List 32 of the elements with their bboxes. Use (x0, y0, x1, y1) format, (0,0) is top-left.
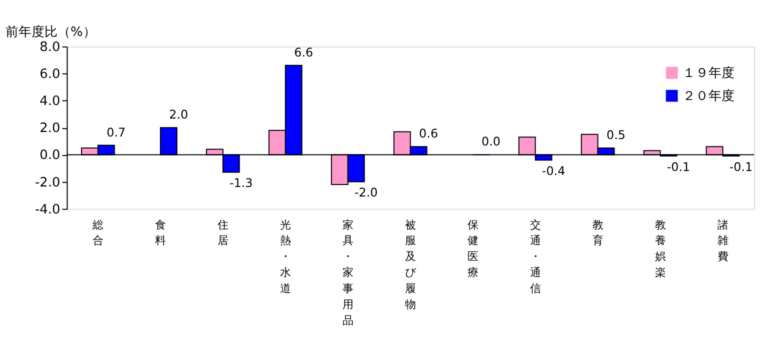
x-tick-label: 家具・家事用品 (342, 218, 354, 327)
y-tick-label: 4.0 (40, 94, 60, 110)
data-label: 0.6 (419, 126, 438, 141)
data-label: 0.0 (482, 134, 501, 149)
data-label: -2.0 (354, 186, 378, 200)
data-label: -1.3 (229, 176, 253, 190)
y-tick-label: 2.0 (40, 121, 60, 136)
data-label: 0.5 (606, 128, 626, 142)
y-axis-title: 前年度比（%） (5, 24, 96, 40)
x-tick-label: 保健医療 (467, 218, 478, 280)
x-tick-label: 光熱・水道 (280, 218, 291, 295)
legend-label: ２０年度 (682, 88, 734, 104)
x-tick-label: 教養娯楽 (654, 218, 666, 280)
x-tick-label: 住居 (217, 218, 228, 248)
y-tick-label: 8.0 (40, 40, 60, 55)
data-label: -0.4 (542, 164, 566, 178)
data-label: 2.0 (169, 108, 188, 122)
data-label: -0.1 (729, 160, 753, 174)
y-tick-label: 0.0 (40, 148, 60, 164)
y-tick-label: 6.0 (40, 67, 60, 82)
x-tick-label: 食料 (154, 218, 166, 248)
data-label: 0.7 (106, 125, 126, 140)
x-tick-label: 諸雑費 (717, 218, 728, 264)
x-tick-label: 教育 (592, 218, 604, 248)
y-tick-label: -4.0 (35, 202, 60, 218)
y-tick-label: -2.0 (35, 175, 60, 190)
legend-label: １９年度 (682, 64, 734, 81)
x-tick-label: 交通・通信 (530, 218, 541, 295)
x-tick-label: 被服及び履物 (404, 218, 417, 311)
data-label: 6.6 (294, 45, 314, 60)
x-tick-label: 総合 (91, 218, 104, 248)
data-label: -0.1 (666, 160, 690, 174)
